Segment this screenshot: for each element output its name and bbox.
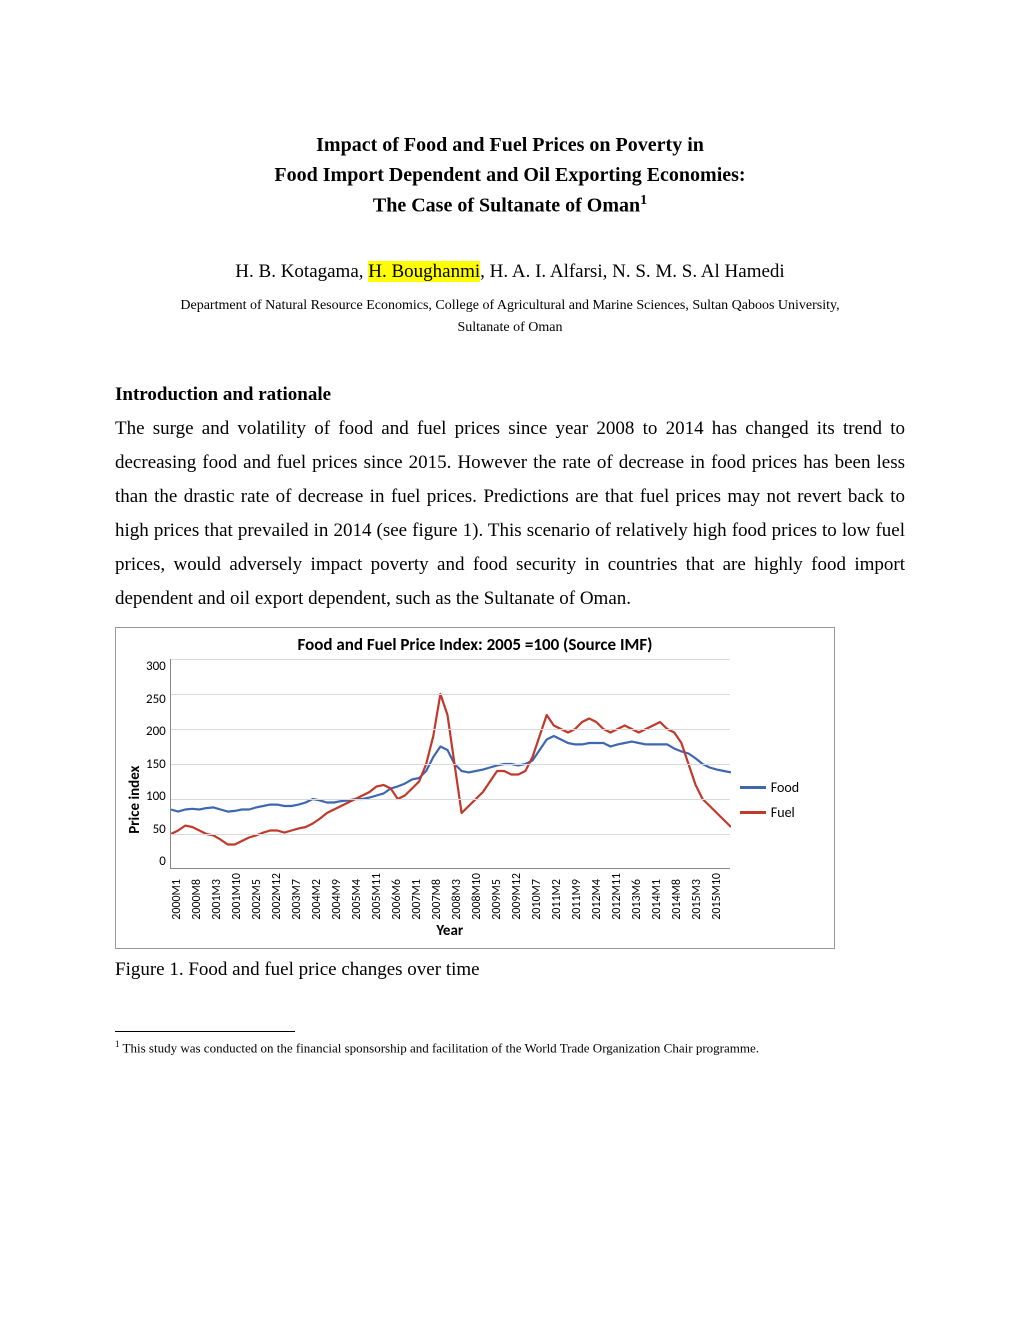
title-line-2: Food Import Dependent and Oil Exporting …: [115, 160, 905, 190]
legend-item-food: Food: [740, 779, 800, 796]
legend-item-fuel: Fuel: [740, 804, 800, 821]
y-axis-labels: 300250200150100500: [146, 659, 170, 869]
figure-1-chart: Food and Fuel Price Index: 2005 =100 (So…: [115, 627, 835, 949]
y-axis-title: Price index: [124, 659, 146, 940]
footnote-1: 1 This study was conducted on the financ…: [115, 1038, 905, 1058]
title-line-3: The Case of Sultanate of Oman1: [115, 190, 905, 221]
affiliation: Department of Natural Resource Economics…: [115, 295, 905, 340]
legend-swatch-food: [740, 786, 766, 789]
title-block: Impact of Food and Fuel Prices on Povert…: [115, 130, 905, 221]
plot-area: [170, 659, 730, 869]
authors-line: H. B. Kotagama, H. Boughanmi, H. A. I. A…: [115, 261, 905, 283]
legend-swatch-fuel: [740, 811, 766, 814]
authors-suffix: , H. A. I. Alfarsi, N. S. M. S. Al Hamed…: [480, 261, 785, 282]
chart-legend: Food Fuel: [730, 659, 800, 940]
x-axis-labels: 2000M12000M82001M32001M102002M52002M1220…: [170, 873, 730, 920]
authors-prefix: H. B. Kotagama,: [235, 261, 368, 282]
intro-paragraph: The surge and volatility of food and fue…: [115, 412, 905, 615]
figure-1-caption: Figure 1. Food and fuel price changes ov…: [115, 959, 905, 981]
author-highlighted: H. Boughanmi: [368, 261, 480, 282]
footnote-separator: [115, 1031, 295, 1032]
section-heading-intro: Introduction and rationale: [115, 384, 905, 406]
title-line-1: Impact of Food and Fuel Prices on Povert…: [115, 130, 905, 160]
x-axis-title: Year: [170, 922, 730, 940]
chart-title: Food and Fuel Price Index: 2005 =100 (So…: [124, 634, 826, 655]
